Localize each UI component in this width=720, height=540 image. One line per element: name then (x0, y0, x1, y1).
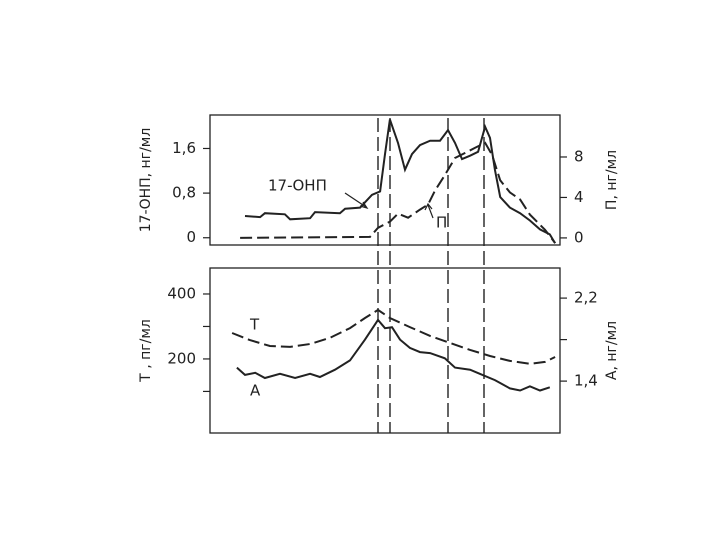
tick-label: 1,4 (574, 372, 598, 390)
series-label: А (250, 382, 261, 400)
tick-label: 0 (574, 228, 584, 246)
series-line (244, 119, 556, 244)
markers (377, 118, 485, 433)
tick-label: 1,6 (172, 139, 196, 157)
arrows (344, 192, 434, 219)
y2-axis-label: П, нг/мл (604, 150, 620, 210)
series-line (240, 141, 556, 244)
y-axis-label: Т , пг/мл (138, 319, 154, 383)
tick-label: 2,2 (574, 289, 598, 307)
y2-axis-label: А, нг/мл (604, 321, 620, 380)
y-axis-label: 17-ОНП, нг/мл (138, 128, 154, 233)
tick-label: 0 (186, 228, 196, 246)
tick-label: 0,8 (172, 184, 196, 202)
series-line (236, 318, 551, 392)
series-label: П (436, 214, 447, 232)
tick-label: 4 (574, 188, 584, 206)
tick-label: 400 (167, 284, 196, 302)
tick-label: 200 (167, 349, 196, 367)
plot-frame (209, 114, 561, 246)
series-label: Т (249, 316, 260, 334)
series-label: 17-ОНП (268, 177, 327, 195)
plot-frame (209, 267, 561, 434)
tick-label: 8 (574, 147, 584, 165)
series-line (231, 308, 556, 365)
